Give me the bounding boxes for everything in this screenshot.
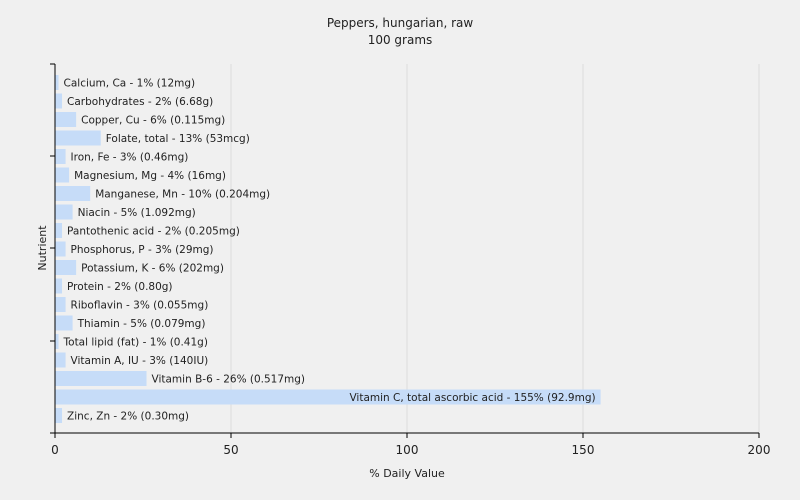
x-tick-label: 0 <box>51 443 59 457</box>
bar <box>55 112 77 127</box>
bar-label: Folate, total - 13% (53mcg) <box>106 133 250 145</box>
chart-title: Peppers, hungarian, raw <box>327 16 474 30</box>
bar-label: Riboflavin - 3% (0.055mg) <box>71 300 209 312</box>
y-axis-label: Nutrient <box>36 225 49 271</box>
bar-label: Vitamin C, total ascorbic acid - 155% (9… <box>349 392 595 404</box>
bar-label: Magnesium, Mg - 4% (16mg) <box>74 170 226 182</box>
bar <box>55 371 147 386</box>
bar-label: Iron, Fe - 3% (0.46mg) <box>71 152 189 164</box>
bar <box>55 352 66 368</box>
bar <box>55 223 63 238</box>
chart-subtitle: 100 grams <box>368 33 433 47</box>
bar-label: Phosphorus, P - 3% (29mg) <box>71 244 214 256</box>
bar-label: Thiamin - 5% (0.079mg) <box>77 318 206 330</box>
bar-label: Calcium, Ca - 1% (12mg) <box>64 78 196 90</box>
bar-label: Total lipid (fat) - 1% (0.41g) <box>63 337 208 349</box>
bar <box>55 167 70 183</box>
x-axis-label: % Daily Value <box>369 467 445 480</box>
bar <box>55 149 66 164</box>
bar <box>55 389 601 405</box>
bar-label: Carbohydrates - 2% (6.68g) <box>67 96 213 108</box>
bars-group: Calcium, Ca - 1% (12mg) Carbohydrates - 2… <box>55 75 601 423</box>
bar <box>55 278 63 294</box>
x-tick-label: 100 <box>396 443 419 457</box>
bar-label: Niacin - 5% (1.092mg) <box>78 207 196 219</box>
bar-label: Pantothenic acid - 2% (0.205mg) <box>67 226 240 238</box>
x-tick-label: 150 <box>572 443 595 457</box>
bar-label: Manganese, Mn - 10% (0.204mg) <box>95 189 270 201</box>
bar-label: Potassium, K - 6% (202mg) <box>81 263 224 275</box>
bar <box>55 93 63 109</box>
x-tick-label: 200 <box>748 443 771 457</box>
bar-label: Copper, Cu - 6% (0.115mg) <box>81 115 225 127</box>
bar <box>55 130 101 146</box>
axes-group <box>50 63 760 438</box>
bar-label: Zinc, Zn - 2% (0.30mg) <box>67 411 189 423</box>
bar <box>55 204 73 220</box>
gridlines <box>230 64 760 433</box>
bar-label: Vitamin A, IU - 3% (140IU) <box>71 355 209 367</box>
bar <box>55 334 59 349</box>
bar <box>55 75 59 90</box>
bar-label: Protein - 2% (0.80g) <box>67 281 173 293</box>
x-tick-label: 50 <box>223 443 238 457</box>
bar <box>55 408 63 423</box>
bar <box>55 315 73 331</box>
bar-label: Vitamin B-6 - 26% (0.517mg) <box>152 374 306 386</box>
bar <box>55 260 77 275</box>
x-ticks-group: 0 50 100 150 200 <box>51 443 770 457</box>
bar <box>55 241 66 257</box>
bar <box>55 186 91 201</box>
bar <box>55 297 66 312</box>
